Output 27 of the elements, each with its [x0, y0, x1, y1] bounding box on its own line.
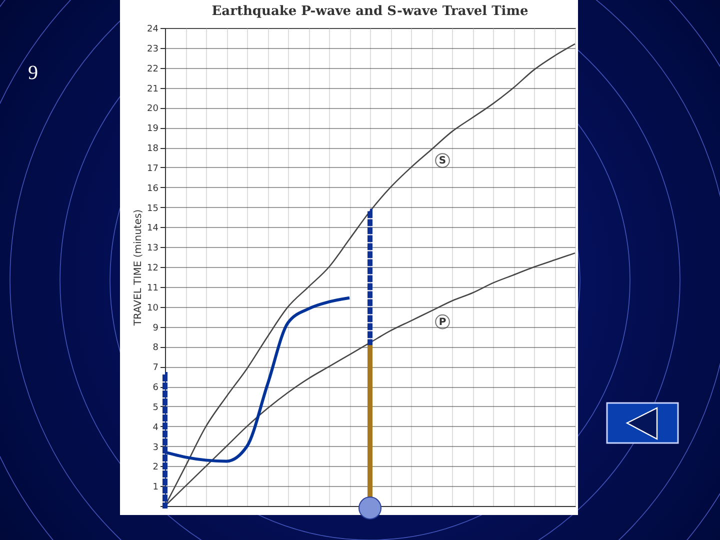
y-tick-label: 6 — [152, 383, 159, 393]
text: 9 — [28, 62, 38, 85]
y-tick-label: 8 — [152, 343, 159, 354]
y-tick-label: 17 — [147, 164, 158, 174]
y-tick-label: 11 — [147, 283, 158, 294]
y-tick-label: 7 — [152, 363, 158, 374]
y-tick-label: 1 — [152, 482, 158, 493]
y-tick-label: 15 — [147, 204, 158, 214]
y-tick-label: 18 — [147, 144, 159, 154]
y-tick-label: 16 — [147, 184, 159, 194]
y-axis-title: TRAVEL TIME (minutes) — [133, 209, 144, 327]
y-tick-label: 23 — [147, 44, 158, 54]
y-tick-label: 14 — [147, 224, 159, 234]
y-tick-label: 9 — [152, 323, 159, 334]
y-tick-label: 2 — [152, 462, 158, 473]
y-tick-label: 22 — [147, 64, 158, 74]
y-tick-label: 24 — [147, 24, 159, 34]
y-tick-label: 21 — [147, 84, 158, 94]
y-tick-label: 5 — [152, 402, 158, 413]
y-tick-label: 20 — [147, 104, 159, 114]
y-tick-label: 19 — [147, 124, 159, 134]
y-tick-label: 10 — [147, 303, 159, 314]
y-tick-label: 12 — [147, 264, 158, 274]
y-tick-label: 3 — [152, 442, 158, 453]
chart-title: Earthquake P-wave and S-wave Travel Time — [212, 4, 528, 19]
y-tick-label: 4 — [152, 422, 159, 433]
y-tick-label: 13 — [147, 244, 158, 254]
